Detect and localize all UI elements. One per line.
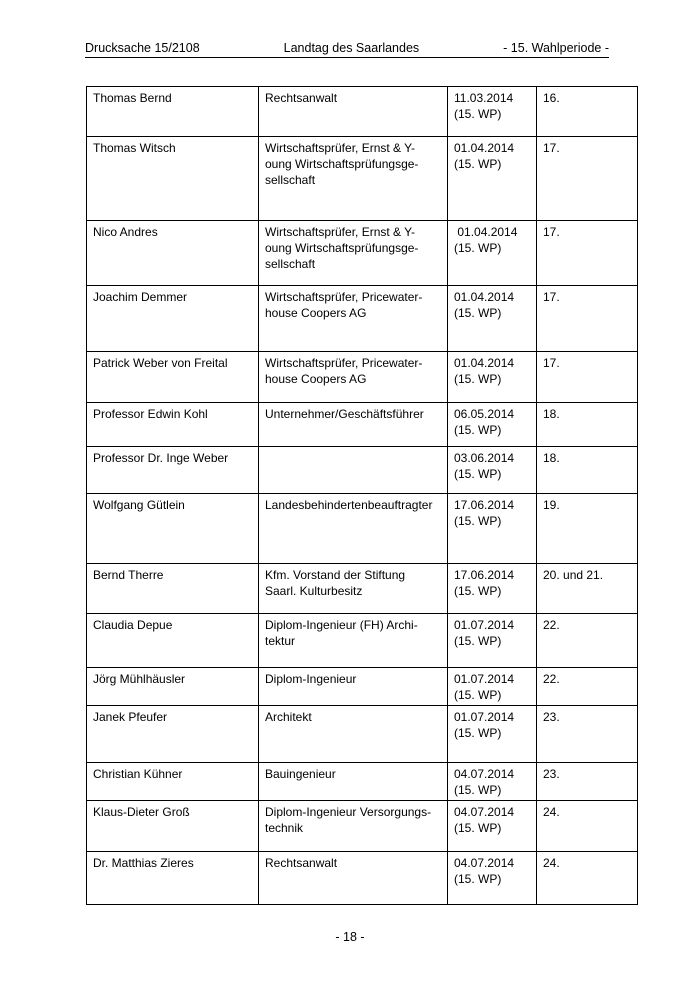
cell-profession: Wirtschaftsprüfer, Ernst & Y- oung Wirts… — [258, 136, 448, 221]
table-row: Claudia Depue Diplom-Ingenieur (FH) Arch… — [86, 613, 638, 668]
table-row: Professor Dr. Inge Weber 03.06.2014 (15.… — [86, 446, 638, 494]
cell-session: 17. — [536, 285, 638, 352]
table-row: Thomas Witsch Wirtschaftsprüfer, Ernst &… — [86, 136, 638, 221]
cell-session: 17. — [536, 220, 638, 286]
cell-session: 17. — [536, 136, 638, 221]
cell-profession: Wirtschaftsprüfer, Pricewater- house Coo… — [258, 285, 448, 352]
page-number: - 18 - — [335, 930, 365, 944]
cell-date: 01.07.2014 (15. WP) — [447, 705, 537, 763]
cell-date: 01.04.2014 (15. WP) — [447, 351, 537, 403]
cell-session: 20. und 21. — [536, 563, 638, 614]
table-row: Joachim Demmer Wirtschaftsprüfer, Pricew… — [86, 285, 638, 352]
cell-name: Janek Pfeufer — [86, 705, 259, 763]
cell-profession — [258, 446, 448, 494]
cell-name: Joachim Demmer — [86, 285, 259, 352]
cell-date: 11.03.2014 (15. WP) — [447, 86, 537, 137]
cell-session: 19. — [536, 493, 638, 564]
cell-profession: Diplom-Ingenieur (FH) Archi- tektur — [258, 613, 448, 668]
cell-name: Professor Edwin Kohl — [86, 402, 259, 447]
table-row: Bernd Therre Kfm. Vorstand der Stiftung … — [86, 563, 638, 614]
cell-date: 01.04.2014 (15. WP) — [447, 220, 537, 286]
cell-date: 03.06.2014 (15. WP) — [447, 446, 537, 494]
header-wahlperiode: - 15. Wahlperiode - — [503, 41, 609, 55]
cell-session: 18. — [536, 402, 638, 447]
table-row: Professor Edwin Kohl Unternehmer/Geschäf… — [86, 402, 638, 447]
cell-date: 01.07.2014 (15. WP) — [447, 667, 537, 706]
cell-name: Wolfgang Gütlein — [86, 493, 259, 564]
cell-profession: Bauingenieur — [258, 762, 448, 801]
cell-name: Christian Kühner — [86, 762, 259, 801]
cell-date: 17.06.2014 (15. WP) — [447, 493, 537, 564]
cell-name: Thomas Witsch — [86, 136, 259, 221]
table-row: Nico Andres Wirtschaftsprüfer, Ernst & Y… — [86, 220, 638, 286]
cell-session: 24. — [536, 851, 638, 905]
cell-profession: Landesbehindertenbeauftragter — [258, 493, 448, 564]
table-row: Thomas Bernd Rechtsanwalt 11.03.2014 (15… — [86, 86, 638, 137]
cell-name: Professor Dr. Inge Weber — [86, 446, 259, 494]
cell-session: 18. — [536, 446, 638, 494]
cell-profession: Rechtsanwalt — [258, 851, 448, 905]
header-drucksache: Drucksache 15/2108 — [85, 41, 200, 55]
cell-name: Bernd Therre — [86, 563, 259, 614]
cell-name: Jörg Mühlhäusler — [86, 667, 259, 706]
cell-session: 22. — [536, 667, 638, 706]
cell-date: 04.07.2014 (15. WP) — [447, 762, 537, 801]
cell-profession: Diplom-Ingenieur Versorgungs- technik — [258, 800, 448, 852]
cell-profession: Unternehmer/Geschäftsführer — [258, 402, 448, 447]
cell-name: Claudia Depue — [86, 613, 259, 668]
table-row: Patrick Weber von Freital Wirtschaftsprü… — [86, 351, 638, 403]
cell-date: 06.05.2014 (15. WP) — [447, 402, 537, 447]
cell-name: Dr. Matthias Zieres — [86, 851, 259, 905]
cell-date: 04.07.2014 (15. WP) — [447, 851, 537, 905]
cell-session: 23. — [536, 762, 638, 801]
cell-date: 01.04.2014 (15. WP) — [447, 285, 537, 352]
cell-profession: Kfm. Vorstand der Stiftung Saarl. Kultur… — [258, 563, 448, 614]
cell-profession: Wirtschaftsprüfer, Ernst & Y- oung Wirts… — [258, 220, 448, 286]
cell-name: Klaus-Dieter Groß — [86, 800, 259, 852]
header-title: Landtag des Saarlandes — [283, 41, 420, 55]
table-row: Wolfgang Gütlein Landesbehindertenbeauft… — [86, 493, 638, 564]
cell-profession: Rechtsanwalt — [258, 86, 448, 137]
cell-profession: Diplom-Ingenieur — [258, 667, 448, 706]
table-row: Dr. Matthias Zieres Rechtsanwalt 04.07.2… — [86, 851, 638, 905]
cell-session: 17. — [536, 351, 638, 403]
cell-session: 23. — [536, 705, 638, 763]
cell-name: Nico Andres — [86, 220, 259, 286]
cell-date: 04.07.2014 (15. WP) — [447, 800, 537, 852]
page-header: Drucksache 15/2108 Landtag des Saarlande… — [85, 41, 609, 58]
table-row: Klaus-Dieter Groß Diplom-Ingenieur Verso… — [86, 800, 638, 852]
cell-date: 17.06.2014 (15. WP) — [447, 563, 537, 614]
cell-date: 01.07.2014 (15. WP) — [447, 613, 537, 668]
cell-profession: Wirtschaftsprüfer, Pricewater- house Coo… — [258, 351, 448, 403]
table-row: Jörg Mühlhäusler Diplom-Ingenieur 01.07.… — [86, 667, 638, 706]
table-row: Janek Pfeufer Architekt 01.07.2014 (15. … — [86, 705, 638, 763]
cell-name: Thomas Bernd — [86, 86, 259, 137]
cell-session: 16. — [536, 86, 638, 137]
cell-profession: Architekt — [258, 705, 448, 763]
cell-name: Patrick Weber von Freital — [86, 351, 259, 403]
cell-session: 22. — [536, 613, 638, 668]
table-row: Christian Kühner Bauingenieur 04.07.2014… — [86, 762, 638, 801]
members-table: Thomas Bernd Rechtsanwalt 11.03.2014 (15… — [86, 86, 638, 905]
cell-date: 01.04.2014 (15. WP) — [447, 136, 537, 221]
cell-session: 24. — [536, 800, 638, 852]
